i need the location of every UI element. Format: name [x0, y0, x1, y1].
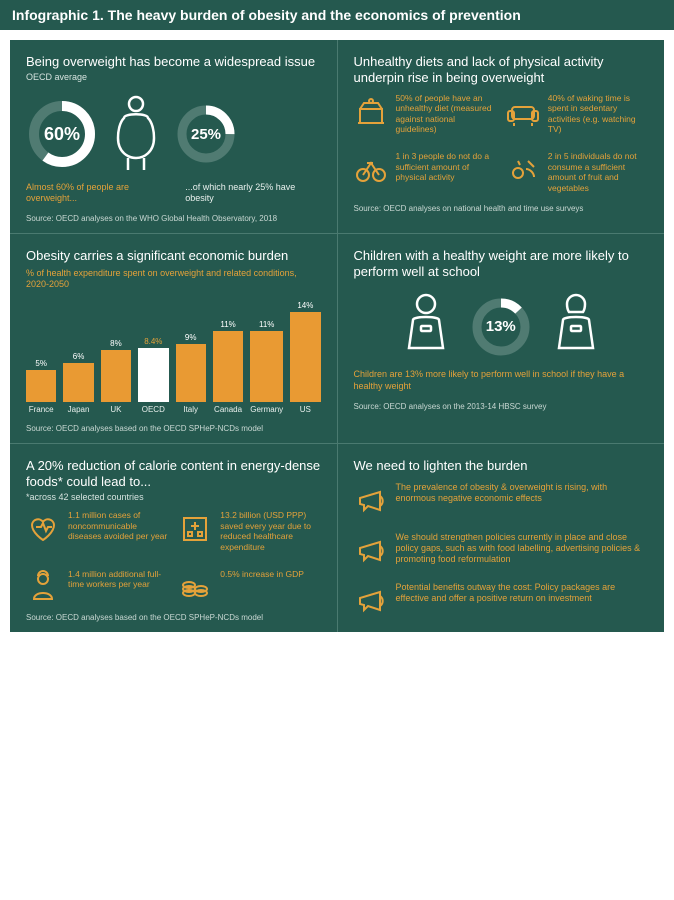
- bar-Germany: 11% Germany: [250, 320, 283, 414]
- bar-value: 8.4%: [144, 337, 162, 346]
- info-item: 0.5% increase in GDP: [178, 569, 320, 603]
- bar-rect: [63, 363, 93, 402]
- caption-25: ...of which nearly 25% have obesity: [185, 182, 320, 204]
- panel-overweight-widespread: Being overweight has become a widespread…: [10, 40, 338, 233]
- info-item: 1 in 3 people do not do a sufficient amo…: [354, 151, 496, 194]
- bar-label: France: [29, 405, 54, 414]
- megaphone-icon: [354, 582, 388, 616]
- source: Source: OECD analyses based on the OECD …: [26, 424, 321, 433]
- bullet-text: We should strengthen policies currently …: [396, 532, 649, 566]
- caption-13: Children are 13% more likely to perform …: [354, 369, 649, 392]
- panel-title: Unhealthy diets and lack of physical act…: [354, 54, 649, 87]
- bar-label: Canada: [214, 405, 242, 414]
- panel-unhealthy-diets: Unhealthy diets and lack of physical act…: [338, 40, 665, 233]
- source: Source: OECD analyses on the WHO Global …: [26, 214, 321, 223]
- caption-60: Almost 60% of people are overweight...: [26, 182, 161, 204]
- info-item: 13.2 billion (USD PPP) saved every year …: [178, 510, 320, 553]
- info-text: 1.1 million cases of noncommunicable dis…: [68, 510, 168, 542]
- bar-label: Italy: [183, 405, 198, 414]
- boy-icon: [401, 292, 451, 361]
- infographic-header: Infographic 1. The heavy burden of obesi…: [0, 0, 674, 30]
- info-item: 1.4 million additional full-time workers…: [26, 569, 168, 603]
- info-text: 1.4 million additional full-time workers…: [68, 569, 168, 590]
- bar-label: US: [300, 405, 311, 414]
- bar-value: 9%: [185, 333, 197, 342]
- chart-subtitle: % of health expenditure spent on overwei…: [26, 268, 321, 290]
- megaphone-icon: [354, 532, 388, 566]
- hosp-icon: [178, 510, 212, 544]
- source: Source: OECD analyses based on the OECD …: [26, 613, 321, 622]
- bar-France: 5% France: [26, 359, 56, 414]
- bar-label: Japan: [68, 405, 90, 414]
- bar-label: Germany: [250, 405, 283, 414]
- panel-children-school: Children with a healthy weight are more …: [338, 234, 665, 443]
- info-item: 1.1 million cases of noncommunicable dis…: [26, 510, 168, 553]
- bar-rect: [213, 331, 243, 402]
- info-item: 40% of waking time is spent in sedentary…: [506, 93, 648, 136]
- obese-figure-icon: [108, 94, 164, 174]
- bar-UK: 8% UK: [101, 339, 131, 413]
- coins-icon: [178, 569, 212, 603]
- bar-label: UK: [110, 405, 121, 414]
- worker-icon: [26, 569, 60, 603]
- info-text: 40% of waking time is spent in sedentary…: [548, 93, 648, 136]
- bar-rect: [138, 348, 168, 402]
- bar-rect: [290, 312, 320, 402]
- table-icon: [354, 93, 388, 127]
- panel-subtitle: OECD average: [26, 72, 321, 82]
- bar-value: 11%: [259, 320, 274, 329]
- panel-title: A 20% reduction of calorie content in en…: [26, 458, 321, 491]
- bar-value: 6%: [73, 352, 85, 361]
- panel-calorie-reduction: A 20% reduction of calorie content in en…: [10, 444, 338, 632]
- panel-title: Children with a healthy weight are more …: [354, 248, 649, 281]
- bullet-text: Potential benefits outway the cost: Poli…: [396, 582, 649, 605]
- panel-footnote: *across 42 selected countries: [26, 492, 321, 502]
- heart-icon: [26, 510, 60, 544]
- info-item: 50% of people have an unhealthy diet (me…: [354, 93, 496, 136]
- info-item: 2 in 5 individuals do not consume a suff…: [506, 151, 648, 194]
- bar-OECD: 8.4% OECD: [138, 337, 168, 414]
- panel-lighten-burden: We need to lighten the burden The preval…: [338, 444, 665, 632]
- info-text: 2 in 5 individuals do not consume a suff…: [548, 151, 648, 194]
- source: Source: OECD analyses on national health…: [354, 204, 649, 213]
- infographic-body: Being overweight has become a widespread…: [10, 40, 664, 632]
- bar-chart: 5% France 6% Japan 8% UK 8.4% OECD 9% Italy 11% Can…: [26, 304, 321, 414]
- source: Source: OECD analyses on the 2013-14 HBS…: [354, 402, 649, 411]
- bullet-item: Potential benefits outway the cost: Poli…: [354, 582, 649, 616]
- info-text: 1 in 3 people do not do a sufficient amo…: [396, 151, 496, 183]
- donut-60: 60%: [26, 98, 98, 170]
- bar-Canada: 11% Canada: [213, 320, 243, 414]
- bar-rect: [176, 344, 206, 402]
- info-text: 50% of people have an unhealthy diet (me…: [396, 93, 496, 136]
- bar-rect: [26, 370, 56, 402]
- bullet-item: The prevalence of obesity & overweight i…: [354, 482, 649, 516]
- bullet-text: The prevalence of obesity & overweight i…: [396, 482, 649, 505]
- bar-value: 5%: [35, 359, 47, 368]
- bar-value: 11%: [220, 320, 235, 329]
- info-text: 0.5% increase in GDP: [220, 569, 304, 580]
- couch-icon: [506, 93, 540, 127]
- panel-title: Obesity carries a significant economic b…: [26, 248, 321, 264]
- info-text: 13.2 billion (USD PPP) saved every year …: [220, 510, 320, 553]
- donut-25: 25%: [174, 102, 238, 166]
- bar-US: 14% US: [290, 301, 320, 414]
- bar-rect: [250, 331, 283, 402]
- bar-value: 14%: [297, 301, 313, 310]
- bar-label: OECD: [142, 405, 165, 414]
- bullet-item: We should strengthen policies currently …: [354, 532, 649, 566]
- bar-Japan: 6% Japan: [63, 352, 93, 414]
- bar-Italy: 9% Italy: [176, 333, 206, 414]
- bike-icon: [354, 151, 388, 185]
- girl-icon: [551, 292, 601, 361]
- veg-icon: [506, 151, 540, 185]
- panel-title: Being overweight has become a widespread…: [26, 54, 321, 70]
- megaphone-icon: [354, 482, 388, 516]
- panel-economic-burden: Obesity carries a significant economic b…: [10, 234, 338, 443]
- bar-rect: [101, 350, 131, 401]
- panel-title: We need to lighten the burden: [354, 458, 649, 474]
- donut-13: 13%: [469, 295, 533, 359]
- bar-value: 8%: [110, 339, 122, 348]
